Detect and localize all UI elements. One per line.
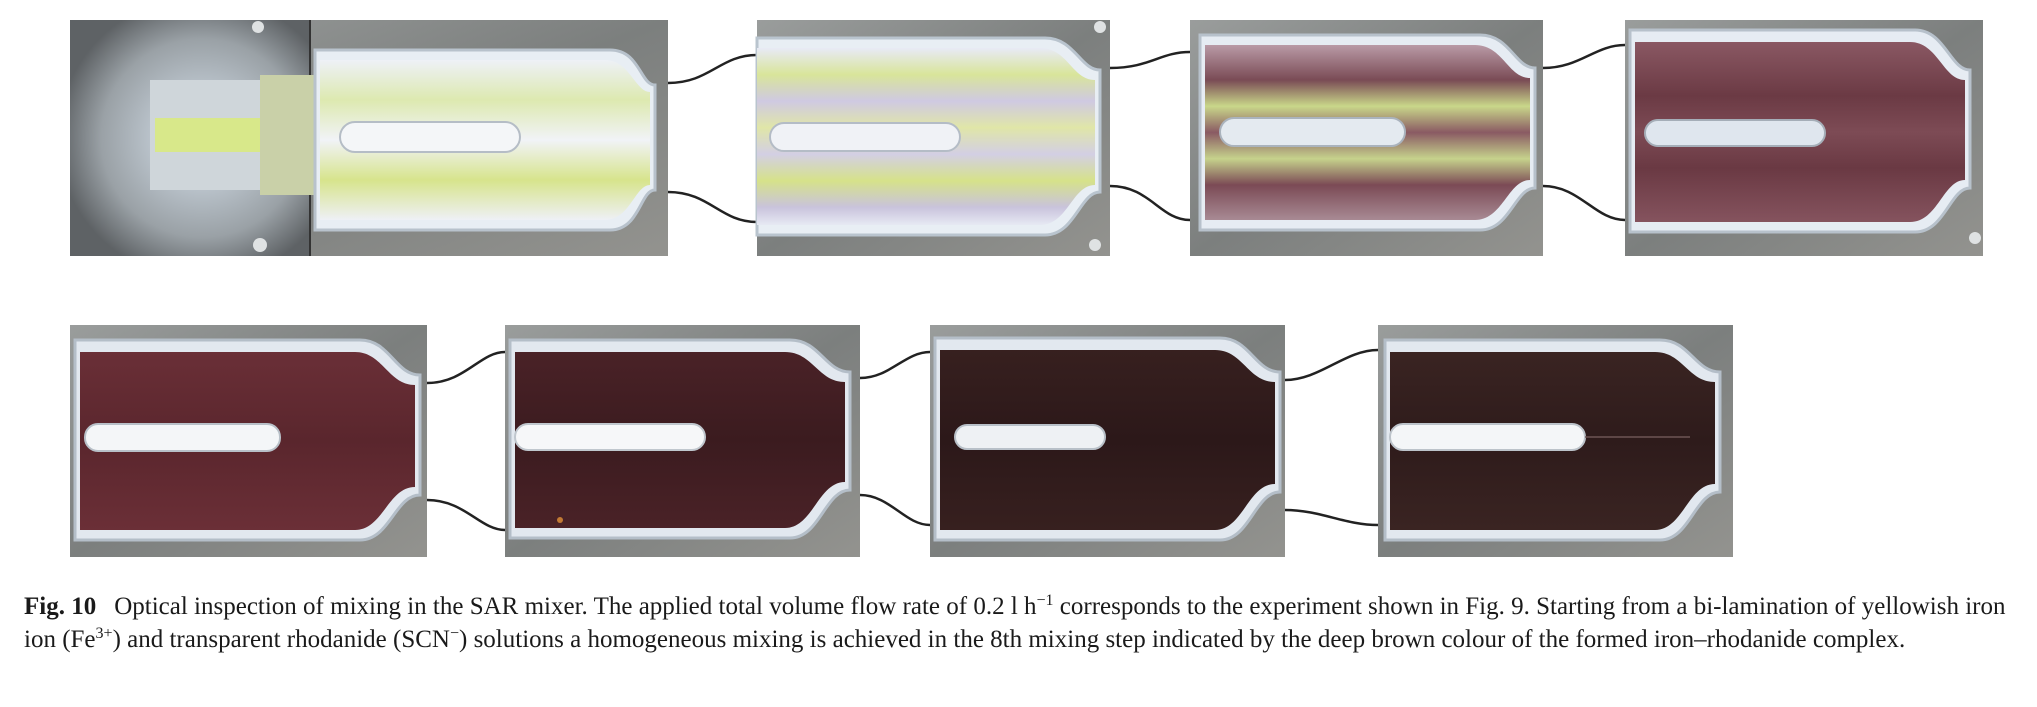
- figure-10-image: [70, 20, 1983, 557]
- mixer-photo-step-7: [930, 325, 1285, 557]
- caption-text-2: corresponds to the experiment shown in F…: [24, 593, 2006, 653]
- mixer-photo-step-2: [755, 20, 1110, 256]
- figure-caption: Fig. 10 Optical inspection of mixing in t…: [24, 590, 2014, 656]
- connector-lines: [426, 43, 1626, 532]
- mixer-photo-step-5: [70, 325, 427, 557]
- mixer-photo-step-4: [1625, 20, 1983, 256]
- caption-sup-1: −1: [1036, 592, 1054, 609]
- mixer-photo-step-8: [1378, 325, 1733, 557]
- mixer-photo-step-1: [70, 20, 668, 256]
- mixer-photo-step-3: [1190, 20, 1543, 256]
- caption-sup-2: 3+: [95, 625, 113, 642]
- mixer-photo-step-6: [505, 325, 860, 557]
- caption-text-4: ) solutions a homogeneous mixing is achi…: [459, 626, 1906, 653]
- figure-label: Fig. 10: [24, 593, 97, 620]
- caption-sup-3: −: [449, 625, 459, 642]
- caption-text-1: Optical inspection of mixing in the SAR …: [114, 593, 1037, 620]
- caption-text-3: ) and transparent rhodanide (SCN: [112, 626, 450, 653]
